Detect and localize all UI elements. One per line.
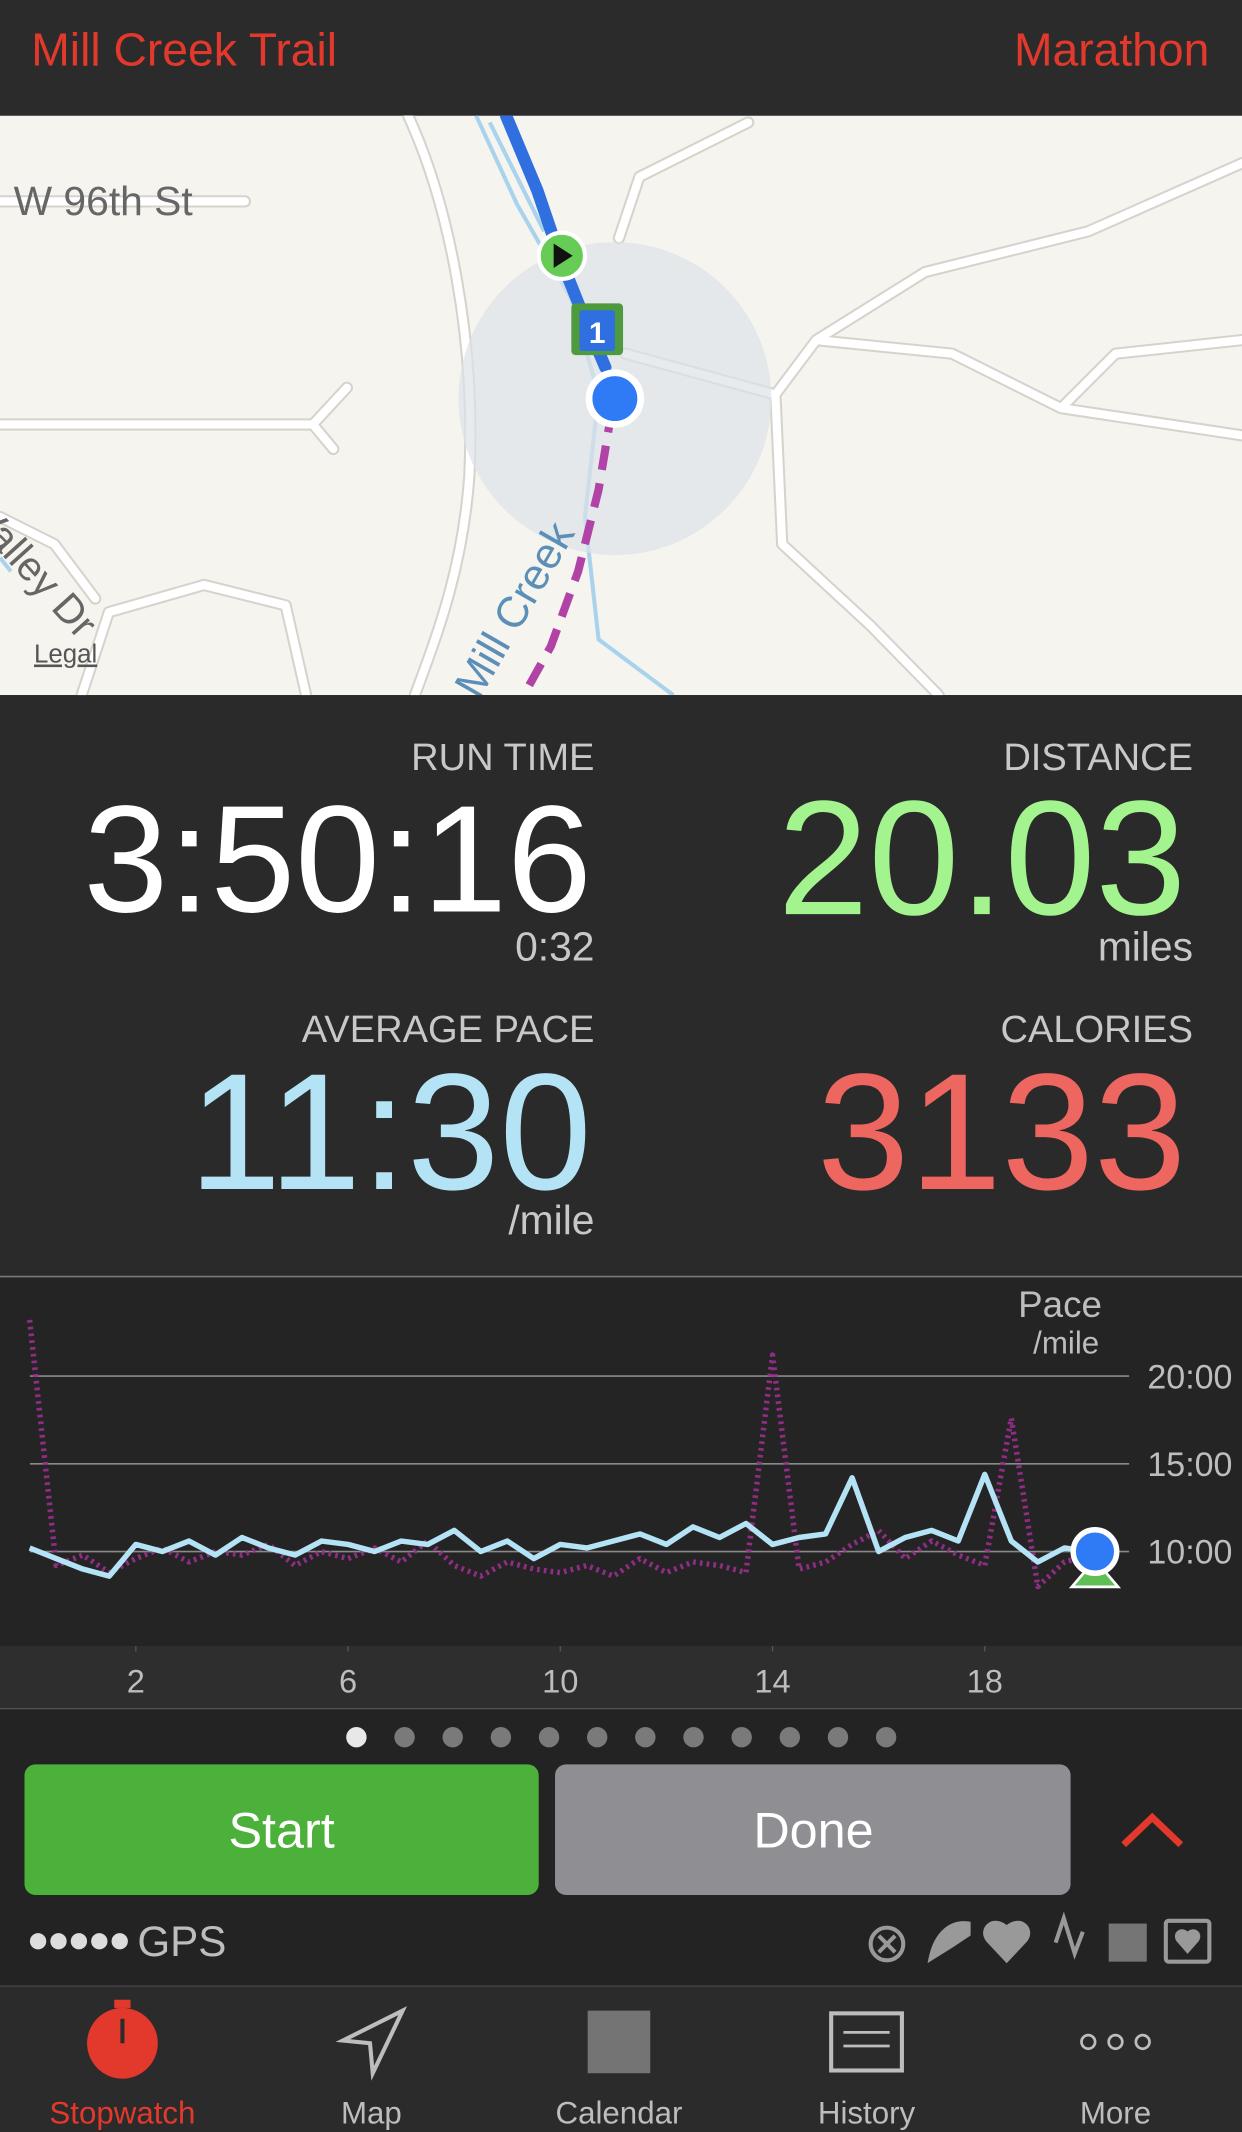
gps-label: GPS [137, 1918, 226, 1965]
y-tick-label: 15:00 [1147, 1446, 1232, 1484]
page-indicator[interactable] [346, 1726, 897, 1748]
mile-marker [579, 310, 615, 351]
calories: 3133 [817, 1040, 1186, 1225]
map[interactable]: 1 W 96th St Valley Dr Mill Creek Legal [0, 115, 1242, 706]
lap-time: 0:32 [515, 923, 594, 969]
route-name[interactable]: Mill Creek Trail [31, 23, 337, 75]
page-dot[interactable] [875, 1726, 897, 1748]
tab-label[interactable]: History [818, 2096, 916, 2131]
header-bar [0, 0, 1242, 116]
run-time: 3:50:16 [83, 774, 591, 944]
legal-link[interactable]: Legal [34, 641, 97, 669]
stat-label: AVERAGE PACE [302, 1009, 595, 1051]
chart-title: Pace [1018, 1284, 1102, 1325]
x-tick-label: 18 [967, 1662, 1003, 1699]
distance-unit: miles [1098, 923, 1193, 969]
stat-label: DISTANCE [1003, 737, 1193, 779]
expand-button[interactable] [1121, 1812, 1184, 1848]
x-tick-label: 2 [127, 1662, 145, 1699]
page-dot[interactable] [779, 1726, 801, 1748]
done-label: Done [753, 1801, 873, 1858]
pace-unit: /mile [508, 1197, 594, 1243]
page-dot[interactable] [346, 1726, 367, 1748]
x-axis-bg [0, 1646, 1242, 1709]
distance: 20.03 [778, 766, 1187, 949]
y-tick-label: 20:00 [1147, 1358, 1232, 1396]
tabs[interactable]: Stopwatch Map Calendar History More [49, 2096, 1151, 2131]
start-button[interactable] [24, 1764, 539, 1895]
tab-label[interactable]: Map [341, 2096, 402, 2131]
x-tick-label: 6 [339, 1662, 357, 1699]
x-tick-label: 10 [542, 1662, 578, 1699]
stat-label: CALORIES [1000, 1009, 1193, 1051]
page-dot[interactable] [442, 1726, 463, 1748]
end-marker [1070, 1527, 1120, 1576]
tab-icons [87, 1999, 1151, 2081]
page-dot[interactable] [538, 1726, 560, 1748]
street-label: W 96th St [14, 178, 194, 224]
page-dot[interactable] [586, 1726, 608, 1748]
pace-chart: 10:00 15:00 20:00 2 6 10 14 18 [26, 1319, 1232, 1699]
page-dot[interactable] [683, 1726, 704, 1748]
page-dot[interactable] [731, 1726, 752, 1748]
sensor-icons[interactable] [868, 1911, 1212, 1964]
workout-name[interactable]: Marathon [1014, 23, 1209, 75]
chart-unit: /mile [1033, 1326, 1099, 1361]
stats-panel [0, 695, 1242, 1277]
done-button[interactable] [555, 1764, 1071, 1895]
pace-line [28, 1471, 1092, 1579]
page-dot[interactable] [827, 1726, 849, 1748]
page-dot[interactable] [635, 1726, 656, 1748]
mile-marker-label: 1 [589, 317, 606, 350]
tab-label[interactable]: More [1080, 2096, 1151, 2131]
pace-line [26, 1319, 1092, 1590]
tab-label[interactable]: Calendar [556, 2096, 683, 2131]
current-location [585, 369, 645, 428]
gps-signal [29, 1933, 128, 1950]
start-icon [553, 243, 573, 269]
stat-label: RUN TIME [411, 737, 594, 779]
average-pace: 11:30 [189, 1040, 592, 1225]
page-dot[interactable] [490, 1726, 512, 1748]
x-tick-label: 14 [754, 1662, 790, 1699]
start-label: Start [228, 1801, 334, 1858]
chart-bg [0, 1277, 1242, 1647]
tab-label[interactable]: Stopwatch [49, 2096, 195, 2131]
y-tick-label: 10:00 [1147, 1534, 1232, 1572]
route-planned [520, 407, 617, 696]
page-dot[interactable] [394, 1726, 415, 1748]
